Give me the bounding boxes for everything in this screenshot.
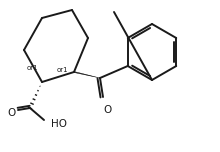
Text: or1: or1 bbox=[26, 65, 38, 71]
Text: HO: HO bbox=[51, 119, 67, 129]
Text: or1: or1 bbox=[56, 67, 68, 73]
Polygon shape bbox=[74, 71, 100, 78]
Text: O: O bbox=[103, 105, 111, 115]
Text: O: O bbox=[8, 108, 16, 118]
